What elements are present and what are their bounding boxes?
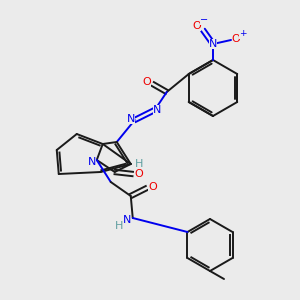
Text: O: O (142, 77, 151, 87)
Text: O: O (134, 169, 143, 179)
Text: O: O (193, 21, 201, 31)
Text: O: O (148, 182, 157, 192)
Text: N: N (88, 157, 96, 167)
Text: H: H (115, 221, 123, 231)
Text: O: O (232, 34, 240, 44)
Text: H: H (135, 159, 143, 169)
Text: +: + (239, 29, 247, 38)
Text: N: N (153, 105, 161, 115)
Text: −: − (200, 15, 208, 25)
Text: N: N (127, 114, 135, 124)
Text: N: N (209, 39, 217, 49)
Text: N: N (123, 215, 131, 225)
